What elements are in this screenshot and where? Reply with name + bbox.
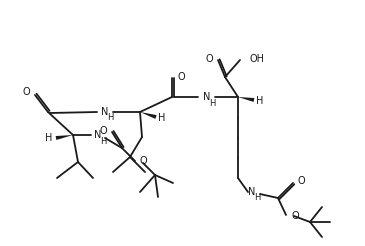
Text: OH: OH [249, 54, 264, 64]
Text: N: N [101, 107, 109, 117]
Text: O: O [22, 87, 30, 97]
Text: H: H [100, 137, 106, 145]
Text: H: H [45, 133, 53, 143]
Text: H: H [107, 113, 113, 123]
Text: H: H [209, 98, 215, 108]
Text: O: O [291, 211, 299, 221]
Text: H: H [256, 96, 264, 106]
Polygon shape [140, 112, 157, 119]
Text: N: N [203, 92, 211, 102]
Text: N: N [248, 187, 256, 197]
Text: H: H [254, 194, 260, 202]
Polygon shape [238, 97, 254, 102]
Text: N: N [94, 130, 102, 140]
Text: O: O [178, 72, 186, 82]
Text: O: O [298, 176, 306, 186]
Text: H: H [158, 113, 166, 123]
Polygon shape [55, 135, 73, 140]
Text: O: O [140, 156, 147, 166]
Text: O: O [205, 54, 213, 64]
Text: O: O [99, 126, 107, 136]
